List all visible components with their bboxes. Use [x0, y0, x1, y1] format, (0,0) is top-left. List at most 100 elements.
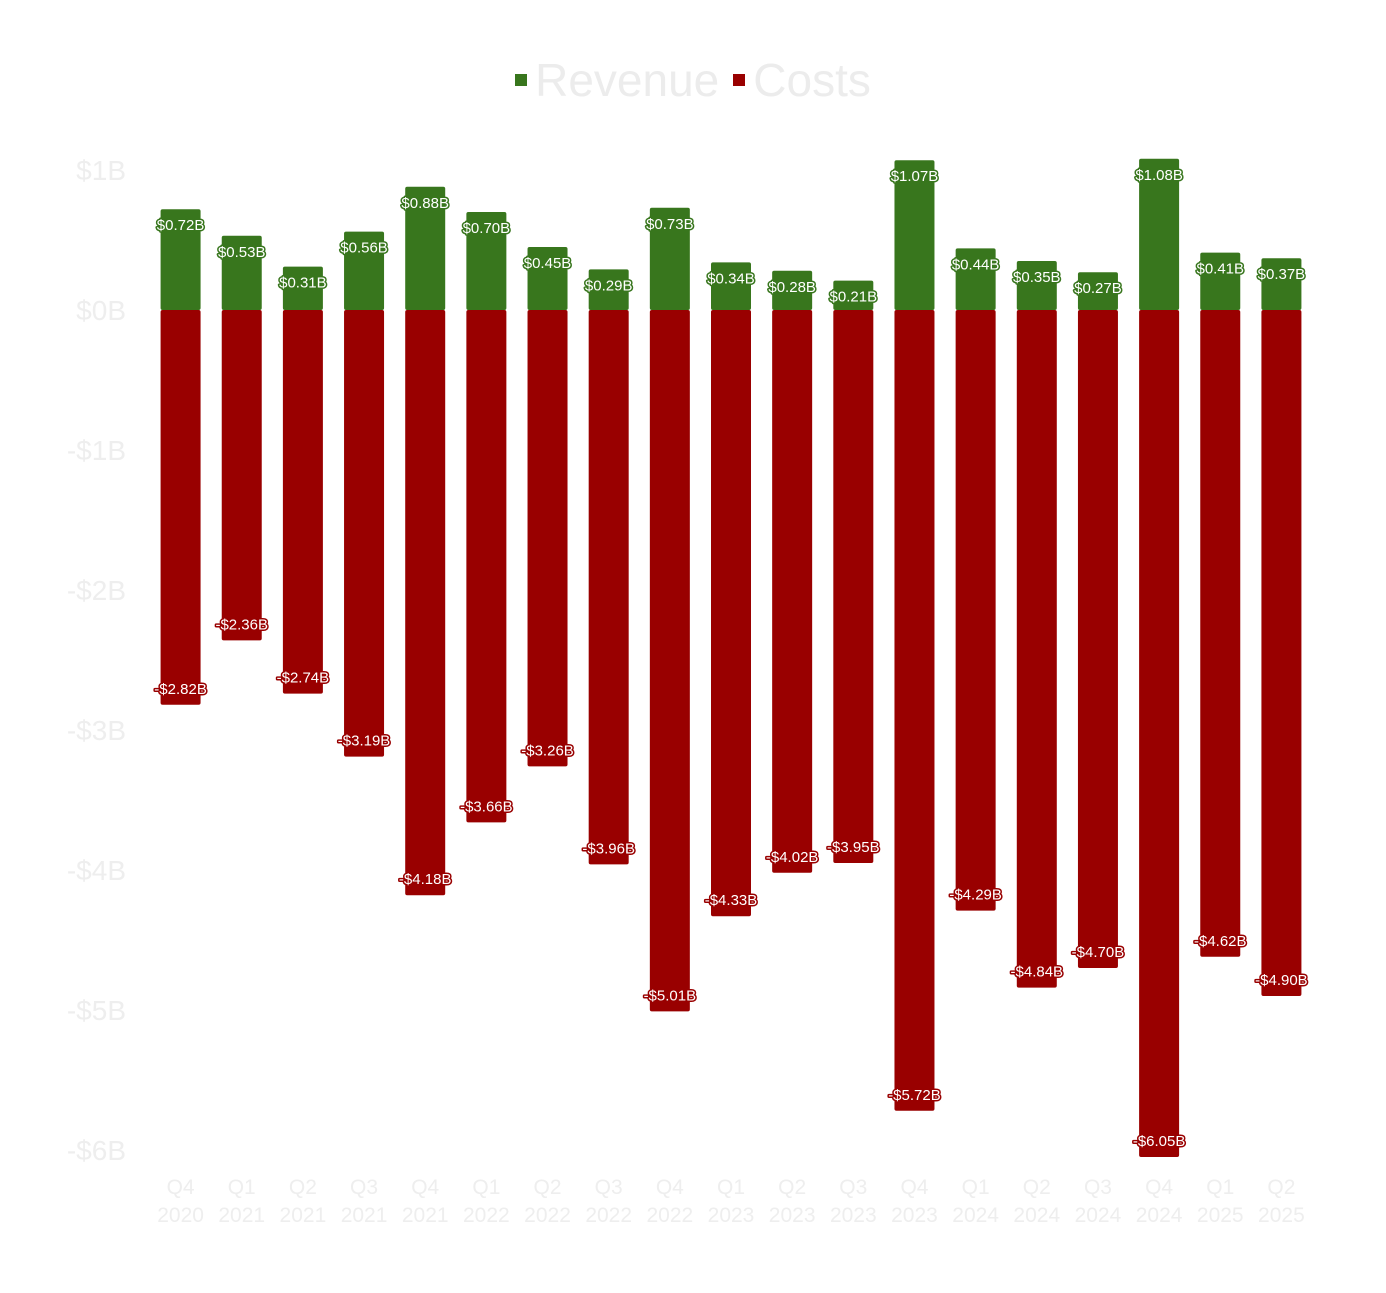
- bar-revenue[interactable]: [649, 207, 690, 310]
- data-label-costs: -$5.01B: [644, 987, 697, 1004]
- bar-costs[interactable]: [344, 310, 385, 757]
- data-label-revenue: $1.07B: [891, 168, 939, 185]
- data-label-costs: -$5.72B: [888, 1087, 941, 1104]
- bar-revenue[interactable]: [772, 270, 813, 310]
- data-label-costs: -$4.18B: [399, 871, 452, 888]
- data-label-revenue: $0.70B: [463, 220, 511, 237]
- data-label-revenue: $0.31B: [279, 275, 327, 292]
- bar-revenue[interactable]: [160, 209, 201, 310]
- bar-revenue[interactable]: [344, 231, 385, 310]
- bar-revenue[interactable]: [405, 186, 446, 310]
- legend-item-costs[interactable]: Costs: [733, 52, 871, 108]
- bar-costs[interactable]: [1139, 310, 1180, 1157]
- data-label-costs: -$3.66B: [460, 798, 513, 815]
- data-label-costs: -$4.02B: [766, 849, 819, 866]
- data-label-revenue: $0.56B: [340, 240, 388, 257]
- data-label-revenue: $0.73B: [646, 216, 694, 233]
- y-tick-label: -$4B: [67, 855, 126, 886]
- data-label-revenue: $0.72B: [157, 217, 205, 234]
- legend-label-costs: Costs: [753, 54, 871, 106]
- bar-revenue[interactable]: [955, 248, 996, 310]
- legend-item-revenue[interactable]: Revenue: [515, 52, 719, 108]
- bar-revenue[interactable]: [1261, 258, 1302, 310]
- data-label-costs: -$6.05B: [1133, 1133, 1186, 1150]
- x-tick-label: Q3 2022: [585, 1176, 632, 1227]
- legend-swatch-revenue: [515, 74, 528, 86]
- x-tick-label: Q4 2023: [891, 1176, 938, 1227]
- x-axis-ticks: Q4 2020 Q1 2021 Q2 2021 Q3 2021 Q4 2021 Q1 2022 Q2 20…: [157, 1176, 1305, 1227]
- bar-revenue[interactable]: [1200, 252, 1241, 310]
- data-label-revenue: $0.41B: [1196, 261, 1244, 278]
- data-label-revenue: $0.28B: [768, 279, 816, 296]
- bar-revenue[interactable]: [282, 266, 323, 310]
- y-tick-label: -$5B: [67, 995, 126, 1026]
- x-tick-label: Q3 2024: [1075, 1176, 1122, 1227]
- data-label-revenue: $0.35B: [1013, 269, 1061, 286]
- data-label-revenue: $0.27B: [1074, 280, 1122, 297]
- bar-revenue[interactable]: [1139, 158, 1180, 310]
- bar-revenue[interactable]: [527, 247, 568, 310]
- x-tick-label: Q4 2020: [157, 1176, 204, 1227]
- y-tick-label: $1B: [76, 155, 126, 186]
- data-label-costs: -$4.33B: [705, 892, 758, 909]
- bar-costs[interactable]: [711, 310, 751, 917]
- bar-costs[interactable]: [772, 310, 813, 873]
- data-label-revenue: $0.21B: [830, 289, 878, 306]
- x-tick-label: Q4 2022: [646, 1176, 693, 1227]
- y-tick-label: -$6B: [67, 1135, 126, 1166]
- y-tick-label: -$2B: [67, 575, 126, 606]
- bar-costs[interactable]: [649, 310, 690, 1012]
- bar-costs[interactable]: [221, 310, 262, 641]
- data-label-costs: -$3.95B: [827, 839, 880, 856]
- data-label-revenue: $0.88B: [401, 195, 449, 212]
- y-tick-label: -$3B: [67, 715, 126, 746]
- bar-costs[interactable]: [894, 310, 935, 1111]
- x-tick-label: Q4 2024: [1136, 1176, 1183, 1227]
- data-label-costs: -$4.90B: [1255, 972, 1308, 989]
- bar-costs[interactable]: [466, 310, 507, 823]
- bar-revenue[interactable]: [588, 269, 629, 310]
- bar-revenue[interactable]: [833, 280, 874, 310]
- data-label-revenue: $0.37B: [1258, 266, 1306, 283]
- bar-revenue[interactable]: [894, 160, 935, 310]
- data-label-revenue: $1.08B: [1135, 167, 1183, 184]
- legend-swatch-costs: [733, 74, 746, 86]
- data-label-costs: -$3.96B: [582, 840, 635, 857]
- x-tick-label: Q2 2022: [524, 1176, 571, 1227]
- data-label-revenue: $0.29B: [585, 277, 633, 294]
- bar-costs[interactable]: [955, 310, 996, 911]
- bars: [160, 158, 1302, 1157]
- y-tick-label: -$1B: [67, 435, 126, 466]
- data-label-revenue: $0.53B: [218, 244, 266, 261]
- bar-revenue[interactable]: [1077, 272, 1118, 310]
- bar-costs[interactable]: [405, 310, 446, 896]
- x-tick-label: Q2 2024: [1013, 1176, 1060, 1227]
- bar-revenue[interactable]: [221, 235, 262, 310]
- data-labels: $0.72B -$2.82B $0.53B -$2.36B $0.31B -$2.74B $…: [153, 165, 1309, 1151]
- data-label-costs: -$2.82B: [154, 681, 207, 698]
- bar-revenue[interactable]: [466, 212, 507, 310]
- data-label-costs: -$4.29B: [949, 887, 1002, 904]
- bar-costs[interactable]: [1200, 310, 1241, 957]
- bar-costs[interactable]: [282, 310, 323, 694]
- data-label-costs: -$4.62B: [1194, 933, 1247, 950]
- bar-costs[interactable]: [1016, 310, 1057, 988]
- x-tick-label: Q1 2024: [952, 1176, 999, 1227]
- x-tick-label: Q3 2021: [341, 1176, 388, 1227]
- data-label-costs: -$3.26B: [521, 742, 574, 759]
- data-label-costs: -$4.84B: [1011, 964, 1064, 981]
- x-tick-label: Q2 2023: [769, 1176, 816, 1227]
- bar-costs[interactable]: [1077, 310, 1118, 968]
- bar-costs[interactable]: [160, 310, 201, 705]
- data-label-costs: -$4.70B: [1072, 944, 1125, 961]
- legend-label-revenue: Revenue: [535, 54, 720, 106]
- bar-costs[interactable]: [833, 310, 874, 863]
- data-label-revenue: $0.44B: [952, 256, 1000, 273]
- bar-revenue[interactable]: [1016, 261, 1057, 310]
- x-tick-label: Q2 2025: [1258, 1176, 1305, 1227]
- bar-costs[interactable]: [527, 310, 568, 767]
- bar-revenue[interactable]: [711, 262, 751, 310]
- bar-costs[interactable]: [588, 310, 629, 865]
- bar-costs[interactable]: [1261, 310, 1302, 996]
